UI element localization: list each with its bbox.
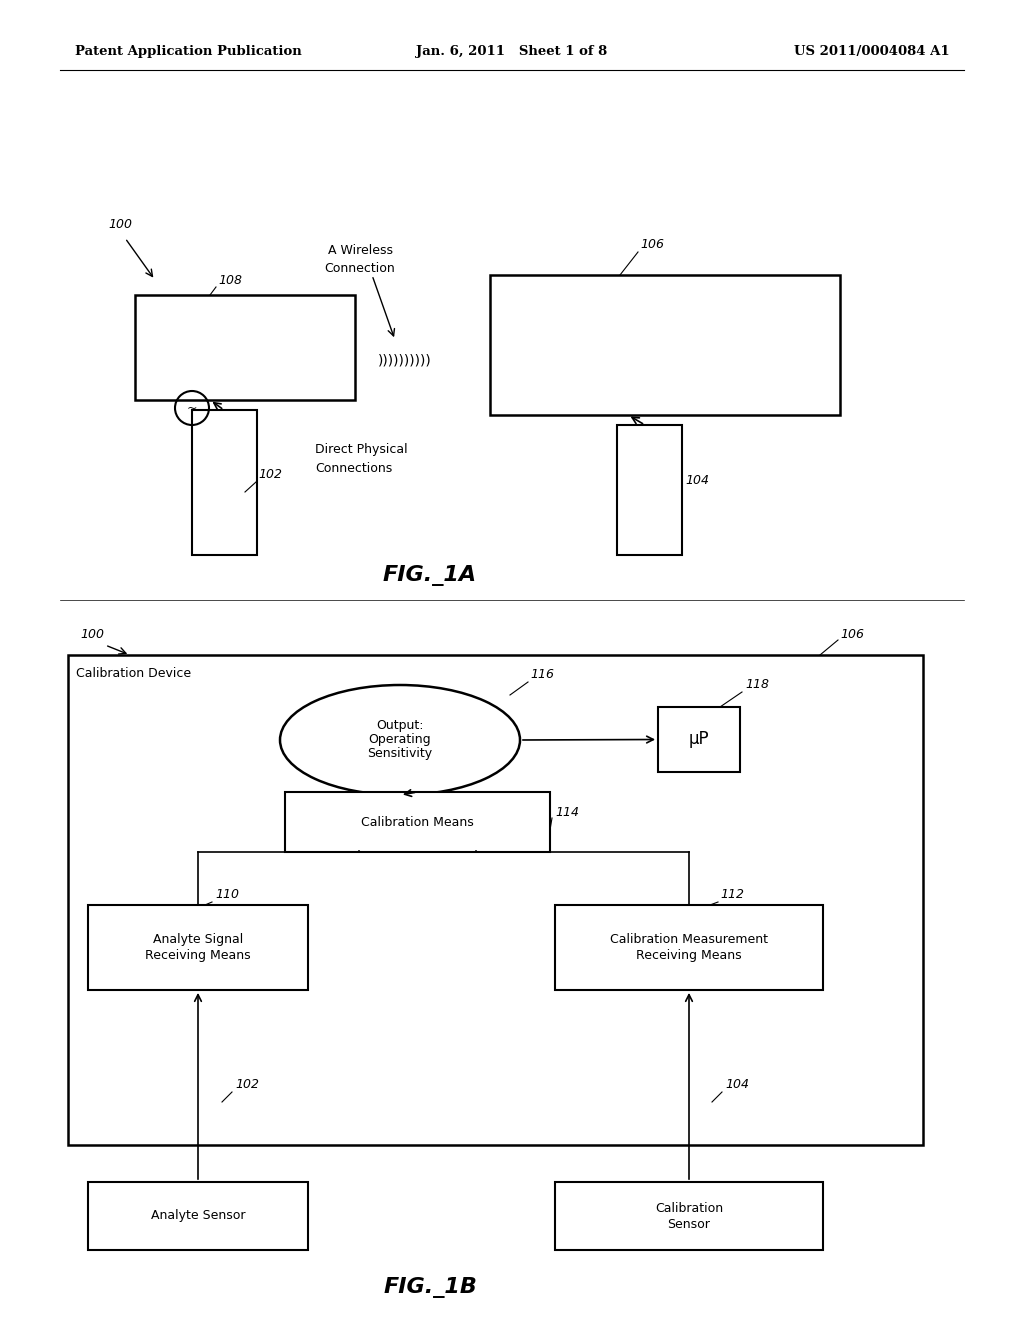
- Text: Operating: Operating: [369, 734, 431, 747]
- Text: Analyte Signal: Analyte Signal: [153, 933, 243, 946]
- Text: 100: 100: [108, 219, 132, 231]
- Text: 102: 102: [234, 1078, 259, 1092]
- Text: 110: 110: [215, 888, 239, 902]
- Bar: [193, 411, 257, 554]
- Text: FIG._1A: FIG._1A: [383, 565, 477, 586]
- Text: 112: 112: [720, 888, 744, 902]
- Bar: [88, 1181, 308, 1250]
- Text: Sensor: Sensor: [668, 1217, 711, 1230]
- Text: 116: 116: [530, 668, 554, 681]
- Text: Connection: Connection: [325, 261, 395, 275]
- Bar: [555, 1181, 823, 1250]
- Text: 100: 100: [80, 627, 104, 640]
- Bar: [658, 708, 740, 772]
- Text: 104: 104: [685, 474, 709, 487]
- Bar: [285, 792, 550, 851]
- Text: )))))))))): )))))))))): [378, 352, 432, 367]
- Text: Analyte Sensor: Analyte Sensor: [151, 1209, 246, 1222]
- Text: Calibration: Calibration: [655, 1201, 723, 1214]
- Text: Calibration Measurement: Calibration Measurement: [610, 933, 768, 946]
- Text: 108: 108: [218, 273, 242, 286]
- Text: Connections: Connections: [315, 462, 392, 474]
- Text: 102: 102: [258, 469, 282, 482]
- Bar: [88, 906, 308, 990]
- Text: 106: 106: [840, 627, 864, 640]
- Text: US 2011/0004084 A1: US 2011/0004084 A1: [795, 45, 950, 58]
- Text: Output:: Output:: [376, 719, 424, 733]
- Text: A Wireless: A Wireless: [328, 243, 392, 256]
- Bar: [555, 906, 823, 990]
- Text: 114: 114: [555, 805, 579, 818]
- Text: Calibration Device: Calibration Device: [76, 667, 191, 680]
- Bar: [135, 294, 355, 400]
- Text: Receiving Means: Receiving Means: [636, 949, 741, 962]
- Bar: [490, 275, 840, 414]
- Text: 106: 106: [640, 239, 664, 252]
- Text: Receiving Means: Receiving Means: [145, 949, 251, 962]
- Text: 104: 104: [725, 1078, 749, 1092]
- Text: μP: μP: [689, 730, 710, 748]
- Text: FIG._1B: FIG._1B: [383, 1278, 477, 1299]
- Text: Sensitivity: Sensitivity: [368, 747, 432, 760]
- Text: Jan. 6, 2011   Sheet 1 of 8: Jan. 6, 2011 Sheet 1 of 8: [417, 45, 607, 58]
- Bar: [617, 425, 682, 554]
- Text: Calibration Means: Calibration Means: [361, 816, 474, 829]
- Text: Direct Physical: Direct Physical: [315, 444, 408, 457]
- Text: ~: ~: [186, 401, 198, 414]
- Text: 118: 118: [745, 678, 769, 692]
- Bar: [68, 655, 923, 1144]
- Text: Patent Application Publication: Patent Application Publication: [75, 45, 302, 58]
- Ellipse shape: [280, 685, 520, 795]
